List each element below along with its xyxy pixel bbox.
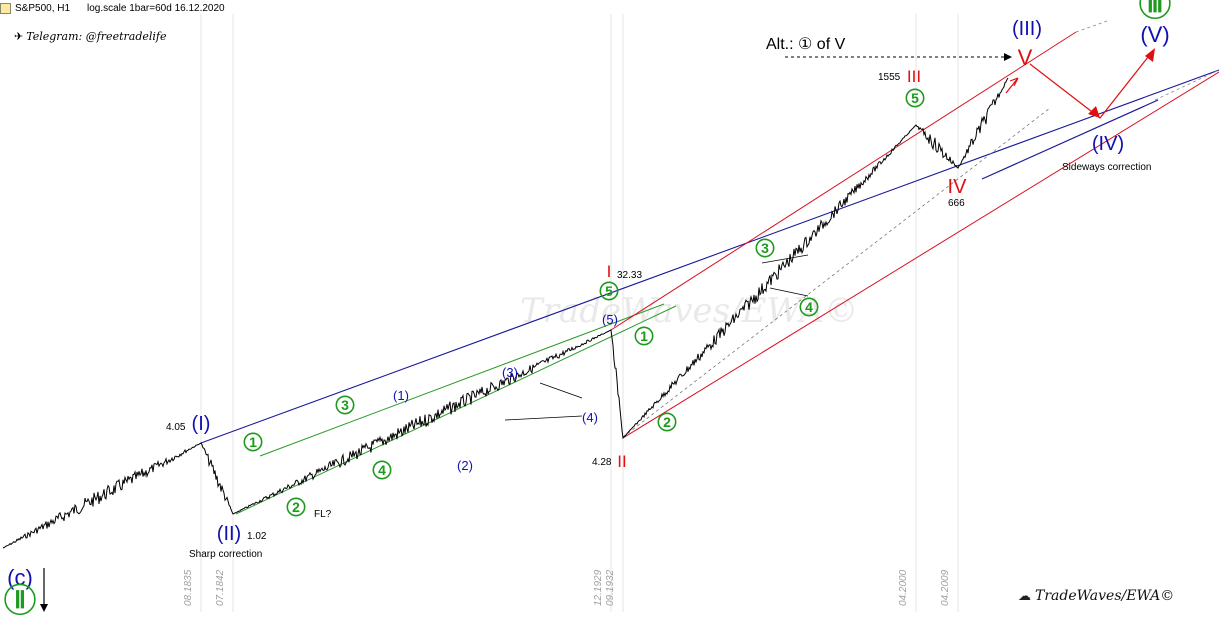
wave-label-r-I: I <box>607 262 612 281</box>
wave-label-w-III: (III) <box>1012 18 1042 40</box>
wave-label-g5b: 5 <box>911 90 919 106</box>
wave-label-g2b: 2 <box>663 414 671 430</box>
symbol-label: S&P500, H1 <box>15 3 71 14</box>
down-arrow-head <box>40 604 48 612</box>
price-line <box>2 77 1009 549</box>
x-tick-label: 04.2009 <box>940 569 951 606</box>
current-up-arrow <box>1005 77 1019 94</box>
annotation-sideways: Sideways correction <box>1062 162 1151 173</box>
wave-label-r-IV: IV <box>948 176 968 198</box>
wave-circle-w-II-corner <box>4 583 36 616</box>
telegram-handle: ✈ Telegram: @freetradelife <box>14 30 167 43</box>
price-label-p102: 1.02 <box>247 531 267 542</box>
wave-label-g3a: 3 <box>341 397 349 413</box>
alt-arrow-head <box>1004 53 1012 61</box>
x-tick-label: 04.2000 <box>898 569 909 606</box>
wave-label-g4a: 4 <box>378 462 386 478</box>
annotation-alt: Alt.: ① of V <box>766 36 846 53</box>
wave-circle-w-III-top <box>1139 0 1171 20</box>
wave-label-g4b: 4 <box>805 299 813 315</box>
dotted-extension-line <box>1154 69 1219 101</box>
telegram-icon: ✈ <box>14 31 24 43</box>
wave-label-g5a: 5 <box>605 283 613 299</box>
brand-logo-icon: ☁ <box>1018 588 1031 603</box>
footer-watermark: ☁ TradeWaves/EWA© <box>1018 588 1175 604</box>
wave-circle-g2a <box>286 497 306 517</box>
wave-label-w-III-top: Ⅲ <box>1147 0 1164 18</box>
wave-label-w-II: (II) <box>217 523 241 545</box>
green-channel-upper <box>259 303 665 457</box>
wave-circle-g5a <box>599 281 619 301</box>
annotation-fl: FL? <box>314 509 332 520</box>
wave-label-b2: (2) <box>457 458 473 473</box>
green-channel-lower <box>235 305 677 515</box>
price-label-p3233: 32.33 <box>617 270 642 281</box>
wave-circle-g4b <box>799 297 819 317</box>
wave-label-g2a: 2 <box>292 499 300 515</box>
wave-label-b1: (1) <box>393 388 409 403</box>
wave-label-w-I: (I) <box>192 413 211 435</box>
wave-circle-g3b <box>755 238 775 258</box>
wave-circle-g1a <box>243 432 263 452</box>
red-channel-upper <box>610 31 1077 331</box>
wave-circle-g4a <box>372 460 392 480</box>
x-tick-label: 07.1842 <box>215 569 226 606</box>
triangle2-upper-line <box>761 254 809 264</box>
chart-type-icon <box>0 3 11 14</box>
wave-label-w-II-corner: Ⅱ <box>14 587 26 614</box>
triangle-lower-line <box>504 415 583 421</box>
wave-circle-g1b <box>634 326 654 346</box>
projection-arrowhead-v <box>1145 48 1155 62</box>
red-channel-lower <box>622 71 1219 439</box>
inner-dashed-line <box>622 107 1051 438</box>
price-label-p405: 4.05 <box>166 422 186 433</box>
triangle-upper-line <box>539 382 583 399</box>
upper-trend-line <box>200 69 1219 444</box>
wave-label-b4: (4) <box>582 410 598 425</box>
red-upper-dotted-ext <box>1075 19 1111 33</box>
symbol-badge: S&P500, H1 <box>0 3 70 14</box>
scale-info: log.scale 1bar=60d 16.12.2020 <box>87 3 225 14</box>
wave-label-w-c: (c) <box>7 565 33 590</box>
wave-label-b3: (3) <box>502 365 518 380</box>
projection-path <box>1029 51 1153 119</box>
wave-circle-g5b <box>905 88 925 108</box>
annotation-sharp: Sharp correction <box>189 549 262 560</box>
wave-label-r-III: III <box>907 67 921 86</box>
wave-label-g3b: 3 <box>761 240 769 256</box>
price-label-p666: 666 <box>948 198 965 209</box>
triangle2-lower-line <box>769 287 809 297</box>
x-tick-label: 08.1835 <box>183 569 194 606</box>
wave-label-w-IV: (IV) <box>1092 133 1124 155</box>
price-label-p428: 4.28 <box>592 457 612 468</box>
wave-label-r-II: II <box>617 452 626 471</box>
wave-label-g1a: 1 <box>249 434 257 450</box>
wave-label-r-V: V <box>1018 45 1033 70</box>
x-tick-label: 09.1932 <box>605 569 616 606</box>
price-label-p1555: 1555 <box>878 72 901 83</box>
wave-label-w-V: (V) <box>1140 22 1169 47</box>
wave-circle-g2b <box>657 412 677 432</box>
x-tick-label: 12.1929 <box>593 569 604 606</box>
wave-label-g1b: 1 <box>640 328 648 344</box>
projection-arrowhead-iv <box>1088 106 1100 118</box>
wave-circle-g3a <box>335 395 355 415</box>
wave-label-b5: (5) <box>602 312 618 327</box>
wave-iv-support-line <box>981 99 1159 180</box>
